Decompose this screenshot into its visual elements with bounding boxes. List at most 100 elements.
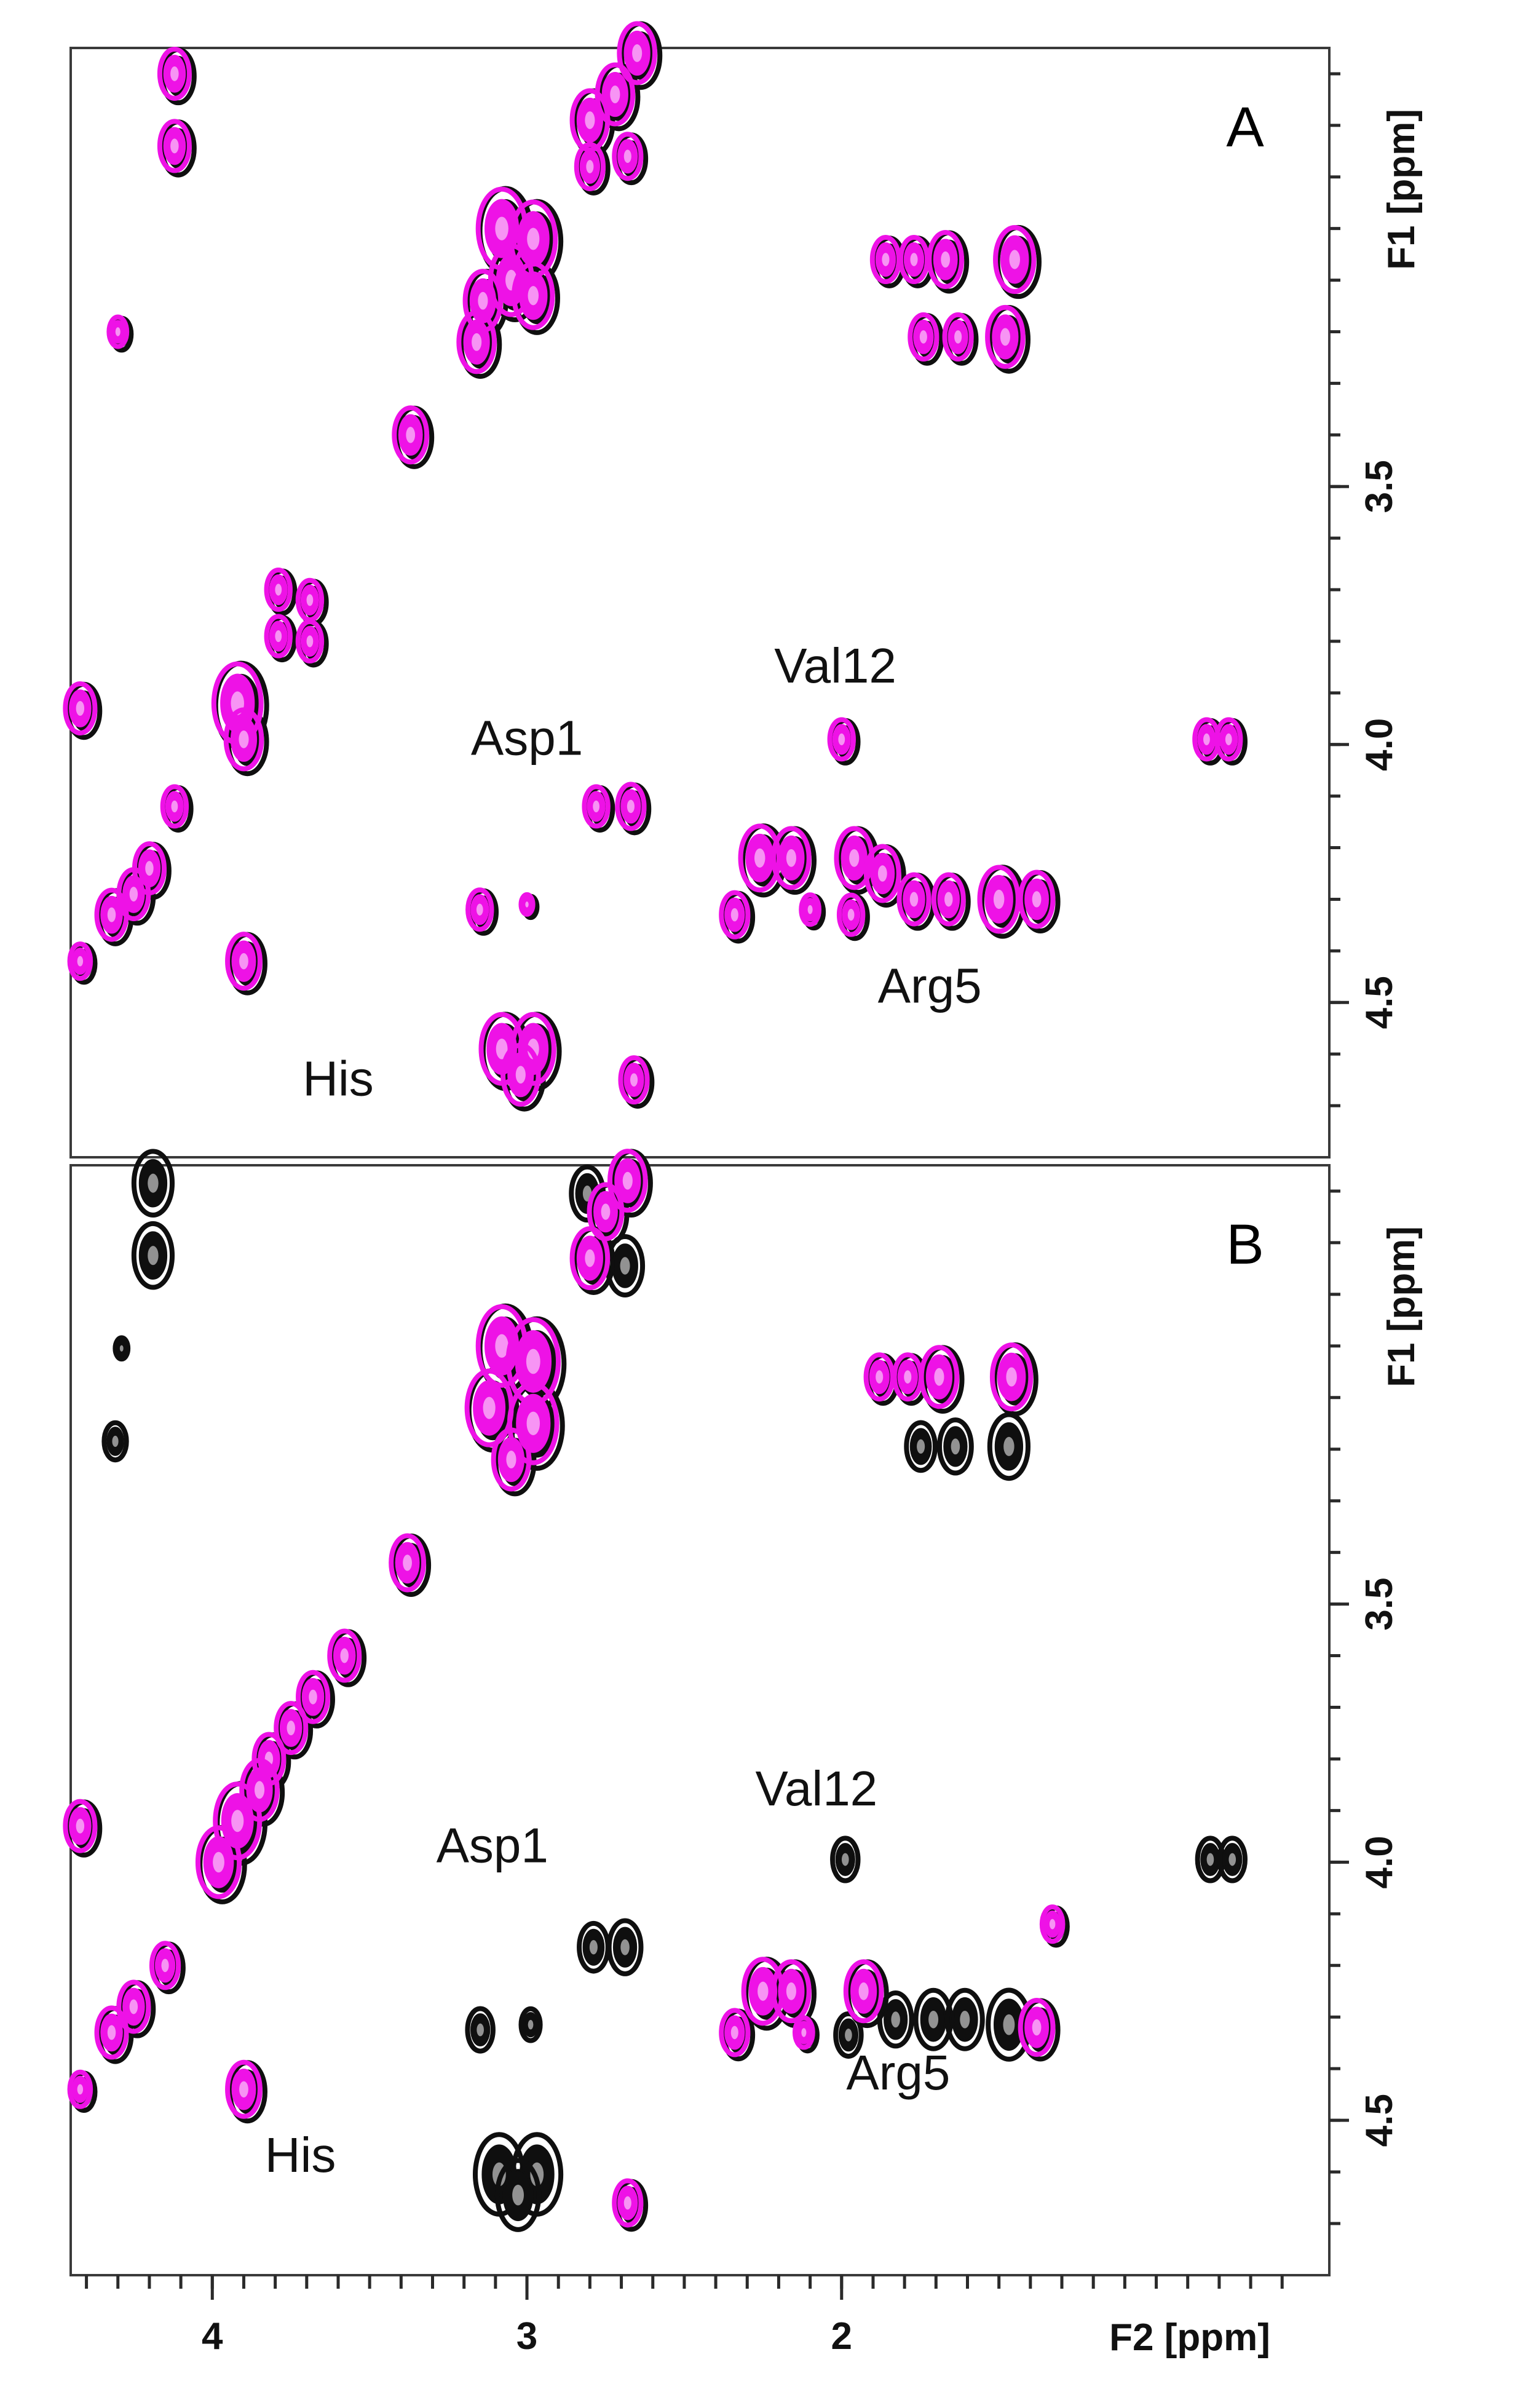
reference-peak: [131, 1221, 175, 1290]
sample-peak: [94, 2005, 129, 2060]
sample-peak: [1214, 717, 1243, 762]
sample-peak: [896, 872, 932, 927]
reference-peak: [913, 1987, 954, 2051]
sample-peak: [1018, 1998, 1056, 2057]
sample-peak: [607, 1149, 648, 1213]
y-tick-label: 4.0: [1358, 1836, 1401, 1888]
sample-peak: [719, 890, 751, 940]
sample-peak: [615, 782, 647, 831]
reference-peak: [113, 1335, 131, 1362]
sample-peak: [587, 1182, 625, 1242]
sample-peak: [771, 826, 812, 890]
reference-peak: [606, 1918, 644, 1976]
sample-peak: [63, 681, 98, 736]
reference-peak: [494, 2158, 542, 2232]
plot-frame: [69, 47, 1331, 1158]
panel-label: B: [1226, 1213, 1264, 1276]
sample-peak: [799, 892, 822, 927]
sample-peak: [295, 577, 325, 622]
sample-peak: [719, 2008, 751, 2057]
peak-annotation: Asp1: [437, 1818, 548, 1872]
plot-frame: [69, 1164, 1331, 2276]
reference-peak: [465, 2006, 496, 2054]
sample-peak: [617, 21, 657, 85]
sample-peak: [264, 568, 293, 612]
sample-peak: [919, 1345, 960, 1409]
reference-peak: [877, 1990, 914, 2049]
sample-peak: [195, 1825, 242, 1899]
sample-peak: [116, 867, 151, 922]
sample-peak: [827, 717, 856, 762]
reference-peak: [987, 1412, 1031, 1481]
sample-peak: [618, 1055, 650, 1105]
sample-peak: [465, 887, 494, 932]
y-tick-label: 4.0: [1358, 718, 1401, 771]
x-axis-label: F2 [ppm]: [1109, 2316, 1270, 2359]
sample-peak: [505, 1317, 561, 1406]
sample-peak: [569, 88, 611, 152]
sample-peak: [771, 1959, 812, 2024]
sample-peak: [942, 312, 974, 362]
sample-peak: [993, 225, 1037, 295]
reference-peak: [605, 1234, 646, 1298]
sample-peak: [518, 892, 536, 917]
f2-axis: 4 3 2 F2 [ppm]: [85, 2275, 1284, 2359]
sample-peak: [863, 1352, 895, 1402]
sample-peak: [389, 1533, 426, 1593]
sample-peak: [116, 1979, 151, 2034]
sample-peak: [157, 119, 192, 173]
sample-peak: [612, 132, 644, 181]
sample-peak: [500, 1042, 541, 1107]
sample-peak: [898, 235, 930, 285]
sample-peak: [1018, 869, 1056, 929]
sample-peak: [863, 844, 901, 903]
reference-peak: [131, 1149, 175, 1218]
sample-peak: [67, 2069, 93, 2109]
reference-peak: [833, 2011, 864, 2059]
sample-peak: [508, 199, 558, 279]
sample-peak: [157, 46, 192, 101]
sample-peak: [225, 2059, 263, 2119]
sample-peak: [295, 619, 325, 663]
sample-peak: [67, 941, 93, 981]
x-tick-label: 4: [202, 2315, 223, 2358]
panel-label: A: [1226, 96, 1264, 159]
sample-peak: [927, 230, 965, 290]
reference-peak: [577, 1920, 611, 1974]
reference-peak: [101, 1420, 129, 1463]
sample-peak: [869, 235, 902, 285]
sample-peak: [741, 1957, 785, 2026]
sample-peak: [327, 1628, 362, 1683]
sample-peak: [264, 614, 293, 659]
peak-annotation: Arg5: [878, 958, 982, 1013]
panel-b: 3.5 4.0 4.5 F1 [ppm] B Val12 Asp1 Arg5 His: [63, 1149, 1423, 2276]
reference-peak: [936, 1417, 974, 1476]
sample-peak: [456, 310, 497, 374]
sample-peak: [836, 892, 866, 937]
sample-peak: [989, 1342, 1034, 1412]
peak-annotation: Arg5: [846, 2045, 950, 2100]
y-tick-label: 3.5: [1358, 460, 1401, 513]
y-tick-label: 4.5: [1358, 2094, 1401, 2147]
sample-peak: [792, 2015, 815, 2050]
sample-peak: [985, 304, 1026, 369]
sample-peak: [239, 1757, 280, 1822]
sample-peak: [843, 1959, 884, 2024]
diagonal-guide: [71, 48, 637, 976]
y-axis-label: F1 [ppm]: [1380, 1226, 1423, 1387]
sample-peak: [834, 826, 875, 890]
sample-peak: [574, 141, 606, 191]
y-tick-label: 3.5: [1358, 1578, 1401, 1631]
y-axis-label: F1 [ppm]: [1380, 109, 1423, 270]
peak-annotation: Val12: [774, 638, 896, 693]
sample-peak: [582, 784, 611, 829]
sample-peak: [931, 872, 966, 927]
sample-peak: [149, 1941, 181, 1990]
peak-annotation: Val12: [756, 1761, 878, 1816]
sample-peak: [274, 1701, 309, 1756]
sample-peak: [892, 1352, 924, 1402]
sample-peak: [106, 314, 130, 349]
reference-peak: [986, 1987, 1032, 2062]
sample-peak: [512, 261, 555, 330]
